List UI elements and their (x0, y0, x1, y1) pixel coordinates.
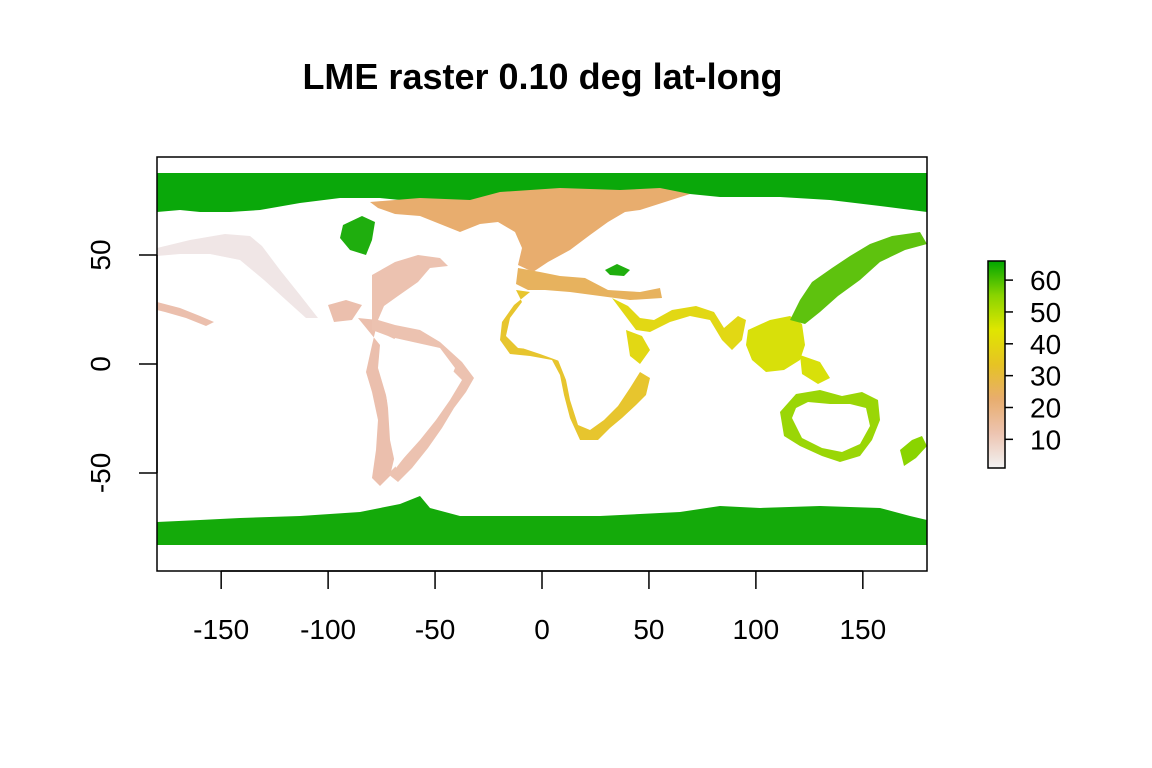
y-tick-label: -50 (85, 453, 116, 493)
x-tick-label: -50 (415, 614, 455, 645)
colorbar (987, 260, 1006, 469)
lme-pacific-americas (157, 300, 395, 486)
colorbar-tick-label: 60 (1030, 265, 1061, 296)
lme-north-atlantic (370, 188, 690, 272)
colorbar-tick-label: 40 (1030, 329, 1061, 360)
x-axis: -150 -100 -50 0 50 100 150 (193, 570, 886, 645)
lme-new-zealand (900, 436, 927, 466)
lme-se-asia (746, 316, 830, 384)
colorbar-tick-label: 10 (1030, 424, 1061, 455)
lme-arctic (157, 173, 927, 212)
map-title: LME raster 0.10 deg lat-long (302, 56, 783, 97)
lme-africa (500, 290, 650, 440)
land-inner-african (512, 300, 628, 422)
y-axis: 50 0 -50 (85, 239, 158, 493)
land-inner-australian (800, 408, 864, 448)
lme-east-asia (790, 232, 927, 324)
x-tick-label: 100 (733, 614, 780, 645)
x-tick-label: 50 (633, 614, 664, 645)
land-mask (384, 300, 864, 468)
lme-baltic (605, 264, 630, 276)
colorbar-tick-label: 20 (1030, 392, 1061, 423)
lme-europe (516, 268, 662, 300)
lme-hudson-bay (340, 216, 375, 255)
y-tick-label: 50 (85, 239, 116, 270)
colorbar-tick-label: 50 (1030, 297, 1061, 328)
lme-indian (612, 298, 746, 364)
x-tick-label: -100 (300, 614, 356, 645)
x-tick-label: -150 (193, 614, 249, 645)
x-tick-label: 0 (534, 614, 550, 645)
land-inner-american (384, 338, 455, 468)
lme-north-pacific (157, 234, 318, 318)
lme-raster (157, 173, 927, 545)
lme-antarctic (157, 496, 927, 545)
lme-australia (780, 390, 880, 462)
y-tick-label: 0 (85, 356, 116, 372)
colorbar-tick-label: 30 (1030, 361, 1061, 392)
x-tick-label: 150 (839, 614, 886, 645)
